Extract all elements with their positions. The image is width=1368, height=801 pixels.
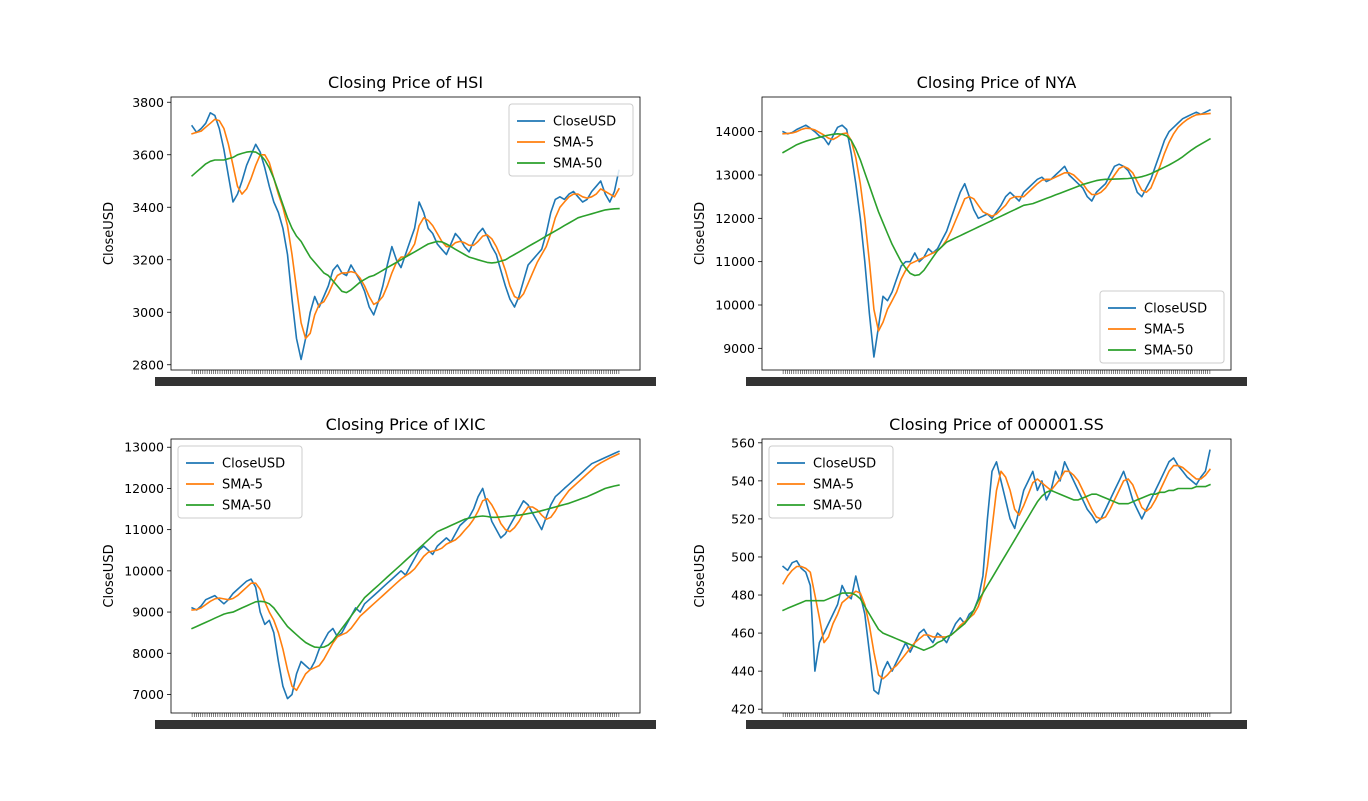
- y-tick-label: 420: [731, 702, 755, 717]
- y-tick-label: 460: [731, 626, 755, 641]
- legend: CloseUSD SMA-5 SMA-50: [508, 103, 634, 177]
- legend-entry: SMA-50: [1144, 344, 1193, 359]
- chart-title: Closing Price of 000001.SS: [889, 415, 1104, 434]
- y-tick-label: 3000: [132, 305, 164, 320]
- y-tick-label: 2800: [132, 357, 164, 372]
- chart-2: Closing Price of NYA CloseUSD 9000 10000 110…: [693, 73, 1247, 386]
- legend-box: [768, 445, 894, 519]
- y-tick-label: 560: [731, 435, 755, 450]
- legend: CloseUSD SMA-5 SMA-50: [768, 445, 894, 519]
- series-line-sma-5: [782, 112, 1211, 332]
- y-axis-label: CloseUSD: [102, 544, 117, 607]
- chart-1: Closing Price of HSI CloseUSD 2800 3000 3200…: [102, 73, 656, 386]
- legend: CloseUSD SMA-5 SMA-50: [1099, 290, 1225, 364]
- legend-entry: CloseUSD: [553, 115, 616, 130]
- legend-entry: SMA-50: [222, 499, 271, 514]
- legend-entry: SMA-50: [813, 499, 862, 514]
- y-tick-label: 3200: [132, 252, 164, 267]
- legend-entry: SMA-5: [1144, 323, 1185, 338]
- legend-entry: SMA-5: [222, 478, 263, 493]
- x-tick-labels-overlapping: [746, 720, 1247, 729]
- y-tick-label: 11000: [124, 522, 164, 537]
- x-ticks: [782, 713, 1211, 717]
- series-line-sma-50: [782, 483, 1211, 652]
- y-tick-label: 12000: [715, 211, 755, 226]
- y-tick-label: 13000: [715, 168, 755, 183]
- y-tick-label: 8000: [132, 646, 164, 661]
- series-line-sma-50: [190, 150, 620, 294]
- axes-frame: [761, 438, 1232, 714]
- chart-title: Closing Price of NYA: [917, 73, 1077, 92]
- y-axis-label: CloseUSD: [102, 202, 117, 265]
- y-tick-label: 3400: [132, 200, 164, 215]
- y-tick-label: 500: [731, 549, 755, 564]
- y-tick-label: 7000: [132, 687, 164, 702]
- y-tick-label: 3600: [132, 147, 164, 162]
- axes-frame: [170, 96, 641, 371]
- series-line-closeusd: [781, 449, 1211, 695]
- axes-frame: [170, 438, 641, 714]
- legend-entry: SMA-50: [553, 157, 602, 172]
- series-line-sma-50: [782, 133, 1211, 277]
- x-tick-labels-overlapping: [155, 720, 656, 729]
- y-tick-label: 3800: [132, 95, 164, 110]
- y-axis-label: CloseUSD: [693, 544, 708, 607]
- legend-box: [1099, 290, 1225, 364]
- chart-3: Closing Price of IXIC CloseUSD 7000 8000 900…: [102, 415, 656, 729]
- chart-title: Closing Price of IXIC: [326, 415, 486, 434]
- x-ticks: [782, 370, 1211, 374]
- series-line-closeusd: [782, 108, 1211, 358]
- y-tick-label: 12000: [124, 481, 164, 496]
- y-tick-label: 13000: [124, 440, 164, 455]
- legend-entry: CloseUSD: [1144, 302, 1207, 317]
- series-line-sma-5: [191, 452, 620, 692]
- x-ticks: [191, 370, 620, 374]
- y-tick-label: 520: [731, 511, 755, 526]
- x-tick-labels-overlapping: [746, 377, 1247, 386]
- legend: CloseUSD SMA-5 SMA-50: [177, 445, 303, 519]
- y-tick-label: 10000: [124, 563, 164, 578]
- series-line-closeusd: [190, 112, 620, 361]
- legend-entry: CloseUSD: [813, 457, 876, 472]
- y-tick-label: 9000: [723, 341, 755, 356]
- legend-box: [177, 445, 303, 519]
- chart-title: Closing Price of HSI: [328, 73, 483, 92]
- legend-entry: SMA-5: [553, 136, 594, 151]
- chart-4: Closing Price of 000001.SS CloseUSD 420 440…: [693, 415, 1247, 729]
- axes-frame: [761, 96, 1232, 371]
- x-tick-labels-overlapping: [155, 377, 656, 386]
- y-tick-label: 480: [731, 588, 755, 603]
- y-axis-label: CloseUSD: [693, 202, 708, 265]
- legend-entry: CloseUSD: [222, 457, 285, 472]
- x-ticks: [191, 713, 620, 717]
- y-tick-label: 14000: [715, 124, 755, 139]
- y-tick-label: 540: [731, 473, 755, 488]
- y-tick-label: 10000: [715, 298, 755, 313]
- y-tick-label: 9000: [132, 605, 164, 620]
- legend-box: [508, 103, 634, 177]
- series-line-sma-50: [191, 484, 620, 649]
- legend-entry: SMA-5: [813, 478, 854, 493]
- y-tick-label: 11000: [715, 254, 755, 269]
- y-tick-label: 440: [731, 664, 755, 679]
